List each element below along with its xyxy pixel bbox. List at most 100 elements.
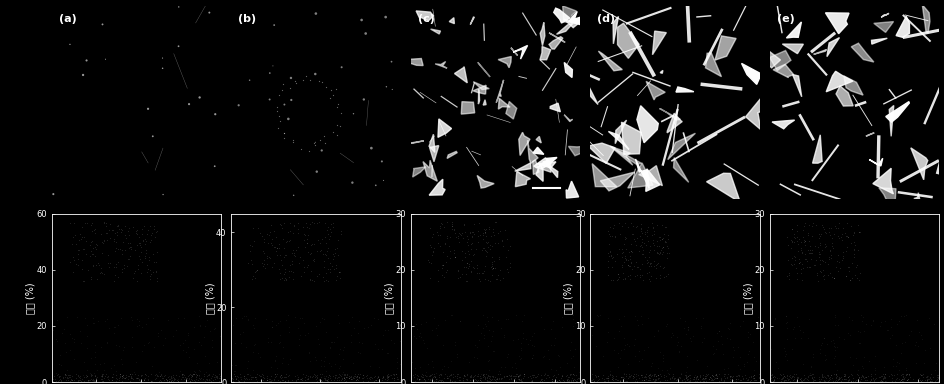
Point <box>590 312 605 318</box>
Point <box>442 234 457 240</box>
Point <box>442 378 457 384</box>
Point <box>427 314 442 321</box>
Point <box>285 247 300 253</box>
Point <box>338 374 353 380</box>
Point <box>605 225 620 232</box>
Point <box>499 373 514 379</box>
Point <box>213 376 228 382</box>
Point <box>457 222 472 228</box>
Point <box>662 366 677 372</box>
Point <box>337 379 352 384</box>
Point <box>135 259 150 265</box>
Point <box>318 372 333 379</box>
Point <box>620 378 635 384</box>
Point <box>477 227 492 233</box>
Point <box>642 243 657 250</box>
Point <box>805 378 820 384</box>
Point <box>324 339 339 345</box>
Point <box>302 349 317 356</box>
Point <box>59 313 75 319</box>
Point <box>778 313 793 319</box>
Point <box>227 379 242 384</box>
Polygon shape <box>611 146 642 164</box>
Point <box>781 257 796 263</box>
Point <box>779 373 794 379</box>
Point <box>299 240 314 246</box>
Point <box>410 372 425 378</box>
Point <box>148 371 163 377</box>
Point <box>278 316 294 323</box>
Point <box>58 371 73 377</box>
Point <box>807 376 822 382</box>
Point <box>794 378 809 384</box>
Point <box>228 375 244 381</box>
Point <box>478 248 493 254</box>
Point <box>613 355 628 361</box>
Point <box>425 374 440 380</box>
Point <box>640 260 655 266</box>
Point <box>601 228 616 235</box>
Point <box>609 277 624 283</box>
Point <box>311 376 326 382</box>
Point <box>919 376 935 382</box>
Polygon shape <box>836 86 853 106</box>
Point <box>351 374 366 380</box>
Point <box>720 365 735 371</box>
Point <box>171 315 186 321</box>
Point <box>76 278 91 284</box>
Point <box>62 220 77 226</box>
Y-axis label: 频率 (%): 频率 (%) <box>205 282 214 314</box>
Point <box>73 235 88 242</box>
Point <box>538 371 553 377</box>
Point <box>470 265 485 271</box>
Point <box>155 342 170 348</box>
Point <box>175 374 190 380</box>
Point <box>129 375 144 381</box>
Point <box>327 377 342 383</box>
Point <box>481 224 497 230</box>
Polygon shape <box>610 146 632 165</box>
Point <box>821 377 836 383</box>
Point <box>564 379 579 384</box>
Point <box>268 323 283 329</box>
Point <box>591 376 606 382</box>
Point <box>786 231 801 237</box>
Point <box>193 376 208 382</box>
Point <box>831 376 846 382</box>
Point <box>468 247 483 253</box>
Point <box>71 237 86 243</box>
Point <box>405 372 420 378</box>
Point <box>710 375 725 381</box>
Point <box>429 370 444 376</box>
Point <box>696 376 711 382</box>
Point <box>152 377 167 383</box>
Point <box>343 331 358 338</box>
Point <box>902 371 917 377</box>
Point <box>329 372 344 378</box>
Point <box>828 374 843 380</box>
Point <box>287 252 302 258</box>
Point <box>171 4 186 10</box>
Point <box>668 377 683 384</box>
Point <box>496 243 511 249</box>
Point <box>93 270 108 276</box>
Point <box>303 268 318 275</box>
Point <box>475 372 490 378</box>
Point <box>782 272 797 278</box>
Point <box>848 377 863 384</box>
Point <box>320 377 335 384</box>
Point <box>273 378 288 384</box>
Point <box>858 377 873 383</box>
Point <box>913 332 928 338</box>
Point <box>233 374 248 381</box>
Point <box>96 237 111 243</box>
Point <box>466 354 481 360</box>
Point <box>830 268 845 274</box>
Point <box>499 373 514 379</box>
Point <box>421 373 436 379</box>
Point <box>269 245 284 251</box>
Point <box>262 378 278 384</box>
Point <box>773 376 788 382</box>
Point <box>652 248 667 255</box>
Point <box>281 238 296 245</box>
